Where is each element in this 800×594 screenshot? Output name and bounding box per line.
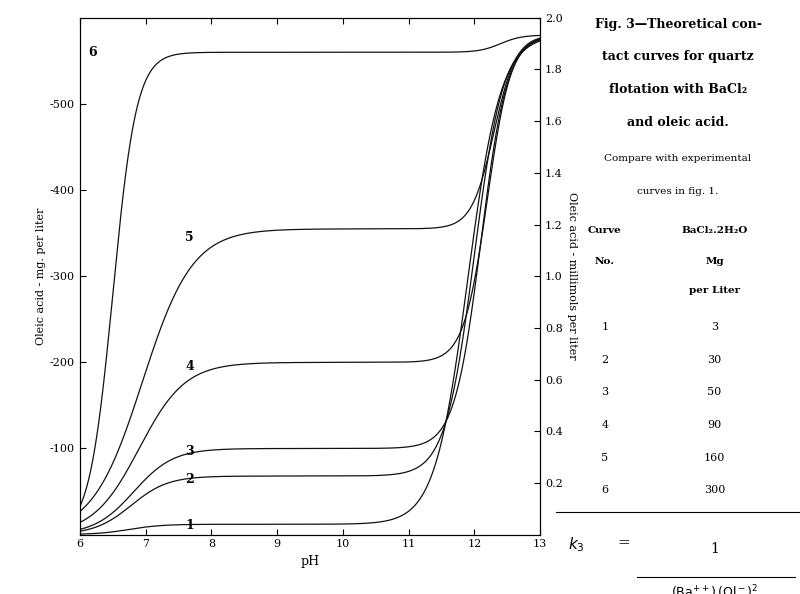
Text: Mg: Mg — [706, 257, 724, 266]
Text: 3: 3 — [185, 444, 194, 457]
Text: 1: 1 — [602, 322, 608, 332]
Text: 5: 5 — [602, 453, 608, 463]
Text: BaCl₂.2H₂O: BaCl₂.2H₂O — [682, 226, 748, 235]
Text: 160: 160 — [704, 453, 726, 463]
Text: curves in fig. 1.: curves in fig. 1. — [638, 187, 718, 196]
Text: $(\mathrm{Ba^{++}})\,(\mathrm{Ol^-})^2$: $(\mathrm{Ba^{++}})\,(\mathrm{Ol^-})^2$ — [671, 583, 758, 594]
Text: 3: 3 — [711, 322, 718, 332]
Text: 4: 4 — [602, 420, 608, 430]
Text: 3: 3 — [602, 387, 608, 397]
Text: 300: 300 — [704, 485, 726, 495]
Y-axis label: Oleic acid - millimols per liter: Oleic acid - millimols per liter — [566, 192, 577, 360]
Text: 6: 6 — [88, 46, 97, 59]
Text: Curve: Curve — [588, 226, 622, 235]
Text: and oleic acid.: and oleic acid. — [627, 116, 729, 129]
X-axis label: pH: pH — [301, 555, 319, 568]
Text: 5: 5 — [185, 231, 194, 244]
Text: 90: 90 — [707, 420, 722, 430]
Text: 6: 6 — [602, 485, 608, 495]
Text: $k_3$: $k_3$ — [568, 536, 585, 554]
Text: 50: 50 — [707, 387, 722, 397]
Text: 1: 1 — [710, 542, 719, 556]
Text: =: = — [617, 536, 630, 550]
Text: 2: 2 — [602, 355, 608, 365]
Text: 30: 30 — [707, 355, 722, 365]
Y-axis label: Oleic acid - mg. per liter: Oleic acid - mg. per liter — [36, 207, 46, 345]
Text: per Liter: per Liter — [689, 286, 740, 295]
Text: flotation with BaCl₂: flotation with BaCl₂ — [609, 83, 747, 96]
Text: 1: 1 — [185, 520, 194, 532]
Text: 2: 2 — [185, 473, 194, 486]
Text: 4: 4 — [185, 360, 194, 373]
Text: No.: No. — [594, 257, 614, 266]
Text: tact curves for quartz: tact curves for quartz — [602, 50, 754, 64]
Text: Fig. 3—Theoretical con-: Fig. 3—Theoretical con- — [594, 18, 762, 31]
Text: Compare with experimental: Compare with experimental — [605, 154, 751, 163]
